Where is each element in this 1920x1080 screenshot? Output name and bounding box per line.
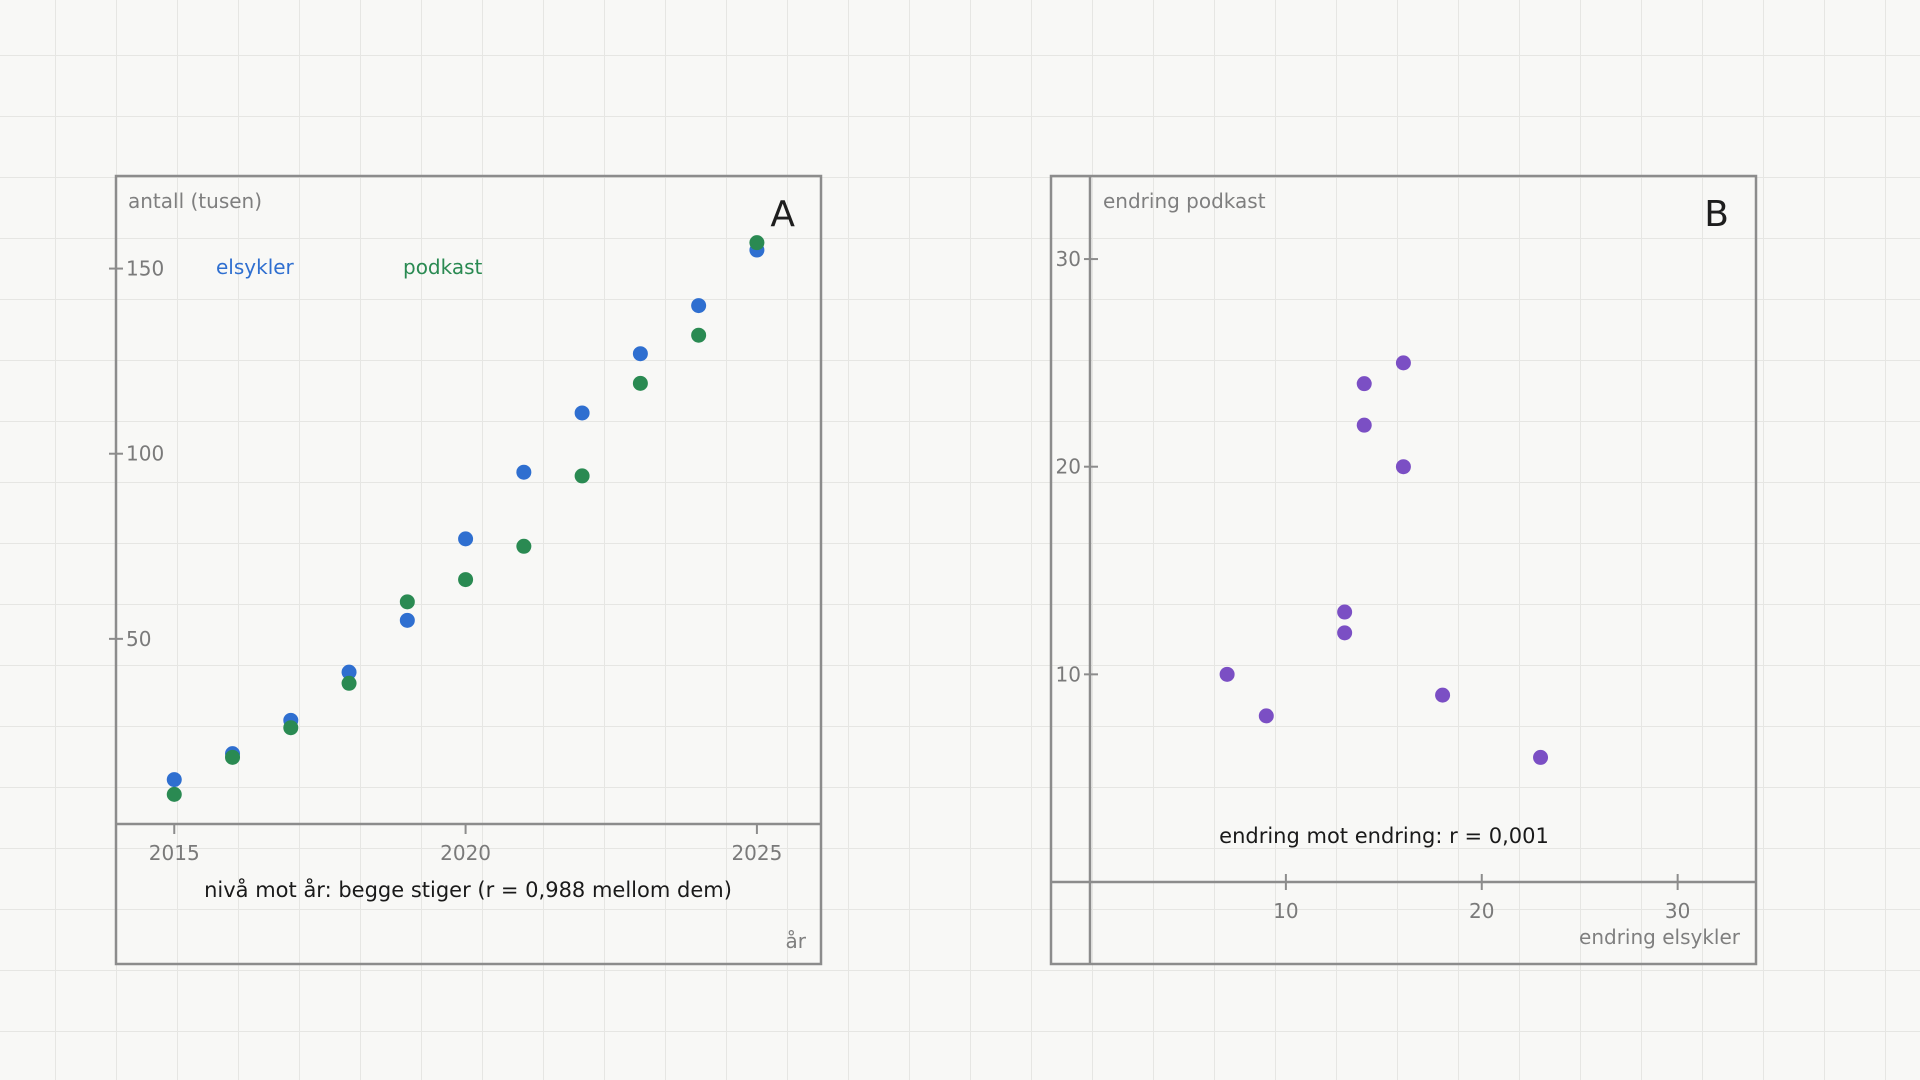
panel-b-ticks: 10 20 30 10 20 30: [1056, 247, 1691, 923]
panel-b-xtick-label: 20: [1469, 899, 1494, 923]
panel-b-points: [1219, 355, 1549, 765]
panel-a-ytick-label: 150: [126, 257, 164, 281]
panel-b-ylabel: endring podkast: [1103, 189, 1266, 213]
panel-a-points: [166, 235, 765, 802]
point-elsykler: [632, 346, 648, 362]
panel-b-annotation: endring mot endring: r = 0,001: [1219, 824, 1549, 848]
panel-b-xtick-label: 30: [1665, 899, 1690, 923]
panel-a-xtick-label: 2025: [731, 841, 782, 865]
point-endring: [1258, 708, 1274, 724]
point-elsykler: [458, 531, 474, 547]
point-elsykler: [166, 772, 182, 788]
point-podkast: [574, 468, 590, 484]
point-endring: [1395, 459, 1411, 475]
point-podkast: [458, 572, 474, 588]
point-endring: [1395, 355, 1411, 371]
panel-a-annotation: nivå mot år: begge stiger (r = 0,988 mel…: [204, 877, 732, 902]
panel-a: antall (tusen) år A nivå mot år: begge s…: [109, 174, 823, 966]
panel-b: endring podkast endring elsykler B endri…: [1049, 174, 1758, 966]
point-elsykler: [399, 612, 415, 628]
panel-b-xtick-label: 10: [1273, 899, 1298, 923]
legend-label-podkast: podkast: [403, 255, 483, 279]
point-elsykler: [691, 298, 707, 314]
panel-a-xtick-label: 2015: [149, 841, 200, 865]
point-endring: [1337, 604, 1353, 620]
point-podkast: [341, 675, 357, 691]
panel-b-letter: B: [1704, 194, 1729, 235]
point-elsykler: [574, 405, 590, 421]
panel-a-letter: A: [770, 194, 795, 235]
panel-a-ytick-label: 100: [126, 442, 164, 466]
panel-b-frame: [1049, 174, 1758, 966]
panel-a-frame: [114, 174, 823, 966]
point-podkast: [225, 749, 241, 765]
point-endring: [1356, 417, 1372, 433]
point-podkast: [749, 235, 765, 251]
panel-b-ytick-label: 30: [1056, 247, 1081, 271]
panel-a-ticks: 2015 2020 2025 50 100 150: [109, 257, 782, 865]
point-podkast: [632, 375, 648, 391]
point-endring: [1435, 687, 1451, 703]
panel-b-ytick-label: 20: [1056, 455, 1081, 479]
legend-label-elsykler: elsykler: [216, 255, 295, 279]
point-endring: [1219, 666, 1235, 682]
point-podkast: [283, 720, 299, 736]
panel-a-xtick-label: 2020: [440, 841, 491, 865]
point-podkast: [516, 538, 532, 554]
point-endring: [1356, 376, 1372, 392]
point-elsykler: [341, 664, 357, 680]
panel-a-ytick-label: 50: [126, 627, 151, 651]
point-podkast: [691, 327, 707, 343]
panel-a-xlabel: år: [786, 929, 807, 953]
panel-b-xlabel: endring elsykler: [1579, 925, 1741, 949]
point-elsykler: [516, 464, 532, 480]
point-podkast: [166, 786, 182, 802]
point-endring: [1337, 625, 1353, 641]
point-endring: [1533, 749, 1549, 765]
panel-b-ytick-label: 10: [1056, 662, 1081, 686]
panel-a-ylabel: antall (tusen): [128, 189, 262, 213]
point-podkast: [399, 594, 415, 610]
